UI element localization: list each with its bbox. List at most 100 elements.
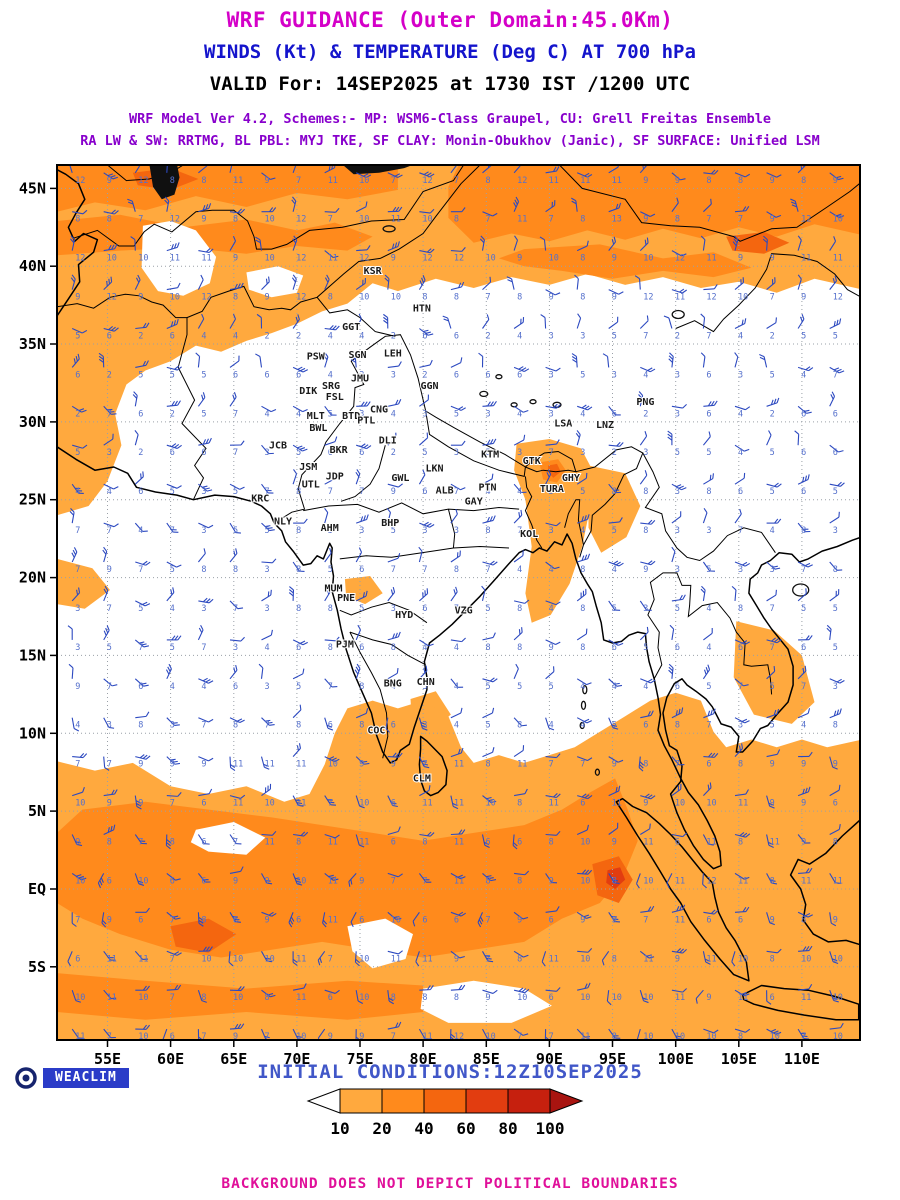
svg-text:5: 5: [675, 604, 680, 614]
svg-text:3: 3: [454, 526, 459, 536]
svg-text:8: 8: [833, 565, 838, 575]
svg-text:5: 5: [833, 332, 838, 342]
svg-text:8: 8: [454, 293, 459, 303]
svg-text:6: 6: [675, 643, 680, 653]
svg-text:7: 7: [138, 643, 143, 653]
svg-text:2: 2: [296, 332, 301, 342]
svg-text:11: 11: [296, 760, 306, 770]
svg-text:11: 11: [233, 760, 243, 770]
svg-text:3: 3: [422, 526, 427, 536]
svg-text:12: 12: [138, 176, 148, 186]
svg-text:6: 6: [738, 915, 743, 925]
svg-text:3: 3: [265, 448, 270, 458]
svg-text:3: 3: [706, 526, 711, 536]
svg-text:6: 6: [328, 448, 333, 458]
svg-text:4: 4: [549, 721, 554, 731]
svg-text:9: 9: [233, 876, 238, 886]
svg-text:10: 10: [833, 954, 843, 964]
svg-text:9: 9: [517, 915, 522, 925]
svg-text:10: 10: [770, 1032, 780, 1042]
svg-text:3: 3: [580, 448, 585, 458]
svg-text:10: 10: [675, 799, 685, 809]
svg-text:4: 4: [138, 526, 143, 536]
svg-text:DLI: DLI: [379, 436, 397, 447]
svg-text:75E: 75E: [346, 1050, 373, 1064]
svg-text:4: 4: [612, 565, 617, 575]
svg-text:12: 12: [296, 215, 306, 225]
svg-text:GWL: GWL: [391, 473, 409, 484]
svg-text:5: 5: [233, 487, 238, 497]
svg-text:6: 6: [517, 838, 522, 848]
svg-text:11: 11: [233, 176, 243, 186]
svg-text:8: 8: [612, 1032, 617, 1042]
svg-text:4: 4: [201, 332, 206, 342]
svg-text:3: 3: [75, 643, 80, 653]
svg-text:11: 11: [422, 954, 432, 964]
svg-text:8: 8: [486, 643, 491, 653]
svg-text:2: 2: [391, 332, 396, 342]
svg-text:6: 6: [801, 643, 806, 653]
svg-text:5: 5: [770, 721, 775, 731]
svg-text:2: 2: [107, 370, 112, 380]
svg-text:9: 9: [770, 215, 775, 225]
svg-text:5: 5: [422, 448, 427, 458]
svg-text:6: 6: [422, 332, 427, 342]
svg-text:4: 4: [422, 643, 427, 653]
svg-text:20: 20: [372, 1119, 391, 1138]
svg-text:3: 3: [833, 682, 838, 692]
svg-text:8: 8: [801, 176, 806, 186]
lon-axis: 55E 60E 65E 70E 75E 80E 85E 90E 95E 100E 105E 110E: [94, 1040, 820, 1064]
svg-text:8: 8: [265, 993, 270, 1003]
svg-text:7: 7: [486, 215, 491, 225]
svg-text:95E: 95E: [599, 1050, 626, 1064]
svg-text:5: 5: [296, 682, 301, 692]
svg-text:4: 4: [580, 682, 585, 692]
svg-text:10: 10: [391, 915, 401, 925]
svg-text:5: 5: [770, 682, 775, 692]
svg-text:6: 6: [580, 799, 585, 809]
svg-text:70E: 70E: [283, 1050, 310, 1064]
svg-text:7: 7: [107, 760, 112, 770]
svg-text:9: 9: [391, 487, 396, 497]
svg-text:7: 7: [422, 760, 427, 770]
svg-text:8: 8: [359, 721, 364, 731]
svg-text:9: 9: [201, 215, 206, 225]
svg-text:7: 7: [328, 799, 333, 809]
svg-text:7: 7: [233, 409, 238, 419]
svg-text:KSR: KSR: [364, 266, 383, 277]
svg-text:PTN: PTN: [478, 482, 496, 493]
svg-text:90E: 90E: [536, 1050, 563, 1064]
svg-text:6: 6: [75, 370, 80, 380]
svg-text:7: 7: [107, 604, 112, 614]
svg-text:6: 6: [233, 915, 238, 925]
svg-text:5: 5: [486, 604, 491, 614]
svg-text:7: 7: [833, 370, 838, 380]
svg-text:65E: 65E: [220, 1050, 247, 1064]
svg-text:9: 9: [107, 176, 112, 186]
svg-text:10: 10: [328, 760, 338, 770]
svg-text:6: 6: [454, 332, 459, 342]
svg-text:3: 3: [454, 448, 459, 458]
svg-text:7: 7: [643, 332, 648, 342]
svg-text:COC: COC: [367, 725, 385, 736]
svg-text:9: 9: [107, 915, 112, 925]
svg-text:12: 12: [801, 215, 811, 225]
svg-text:10: 10: [486, 254, 496, 264]
svg-text:10: 10: [612, 993, 622, 1003]
svg-text:12: 12: [75, 176, 85, 186]
svg-text:9: 9: [770, 760, 775, 770]
svg-text:ALB: ALB: [436, 486, 454, 497]
svg-text:8: 8: [422, 293, 427, 303]
svg-text:7: 7: [138, 215, 143, 225]
svg-text:9: 9: [138, 760, 143, 770]
svg-text:11: 11: [580, 176, 590, 186]
svg-text:4: 4: [328, 332, 333, 342]
svg-text:CHN: CHN: [417, 677, 435, 688]
svg-text:GTK: GTK: [523, 456, 541, 467]
svg-text:11: 11: [738, 993, 748, 1003]
svg-text:35N: 35N: [19, 335, 46, 353]
svg-text:12: 12: [643, 293, 653, 303]
svg-text:55E: 55E: [94, 1050, 121, 1064]
svg-text:6: 6: [265, 370, 270, 380]
svg-text:6: 6: [801, 487, 806, 497]
